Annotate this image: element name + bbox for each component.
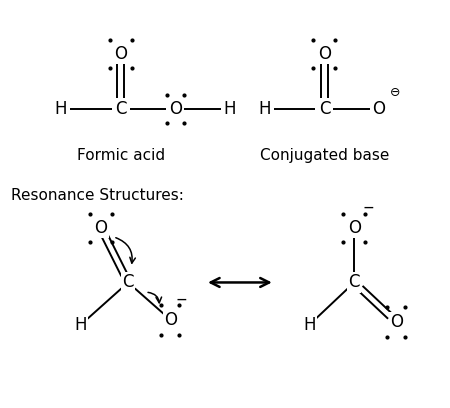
Text: H: H <box>224 100 236 118</box>
Text: Conjugated base: Conjugated base <box>260 149 389 163</box>
FancyArrowPatch shape <box>148 293 162 303</box>
Text: C: C <box>122 273 134 291</box>
Text: ⊖: ⊖ <box>390 86 400 99</box>
Text: O: O <box>390 313 403 331</box>
Text: O: O <box>169 100 182 118</box>
Text: —: — <box>363 203 373 213</box>
Text: O: O <box>348 219 361 237</box>
Text: Resonance Structures:: Resonance Structures: <box>11 188 184 203</box>
Text: O: O <box>114 45 127 63</box>
Text: O: O <box>318 45 331 63</box>
Text: C: C <box>348 273 360 291</box>
Text: H: H <box>258 100 271 118</box>
Text: O: O <box>94 219 107 237</box>
Text: H: H <box>303 316 316 334</box>
Text: C: C <box>319 100 330 118</box>
Text: H: H <box>75 316 87 334</box>
Text: O: O <box>373 100 386 118</box>
Text: H: H <box>55 100 67 118</box>
FancyArrowPatch shape <box>116 238 135 263</box>
Text: O: O <box>164 311 177 329</box>
Text: C: C <box>115 100 126 118</box>
Text: —: — <box>176 295 186 305</box>
Text: Formic acid: Formic acid <box>76 149 165 163</box>
